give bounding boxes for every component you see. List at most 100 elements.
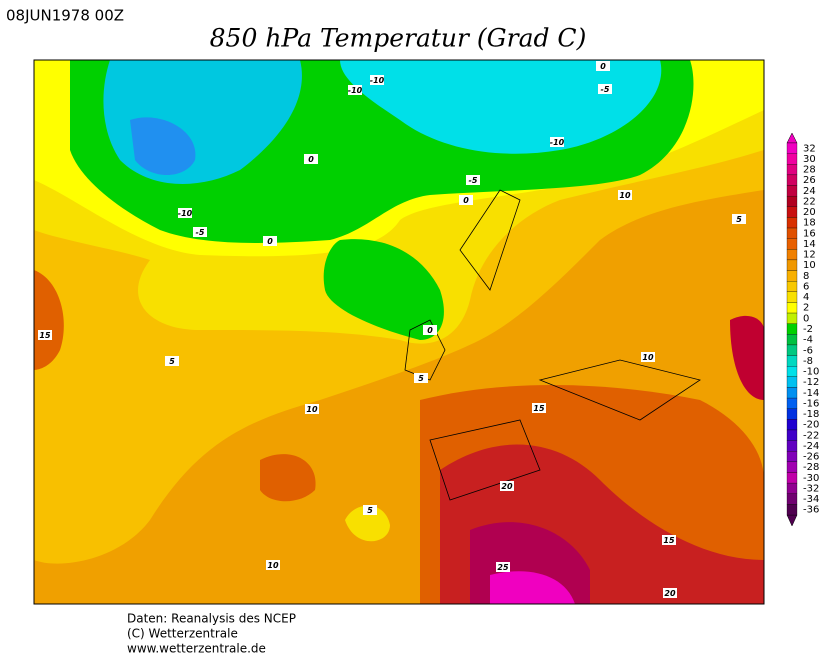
contour-label: 15: [663, 536, 675, 545]
colorbar-label: -24: [803, 441, 819, 452]
colorbar-swatch: [786, 206, 798, 218]
footer-line: (C) Wetterzentrale: [127, 627, 238, 641]
colorbar-swatch: [786, 142, 798, 154]
colorbar-label: 30: [803, 154, 816, 165]
contour-label: 15: [533, 404, 545, 413]
field-very-cold: [130, 117, 196, 175]
contour-label-bg: [165, 356, 179, 366]
contour-label-bg: [263, 236, 277, 246]
colorbar-label: 28: [803, 165, 816, 176]
colorbar-label: -36: [803, 505, 819, 516]
contour-label-bg: [732, 214, 746, 224]
colorbar-swatch: [786, 195, 798, 207]
colorbar-swatch: [786, 249, 798, 261]
colorbar-label: 22: [803, 196, 816, 207]
contour-label: -10: [178, 209, 193, 218]
colorbar-label: 26: [803, 175, 816, 186]
colorbar-swatch: [786, 376, 798, 388]
colorbar-label: -22: [803, 430, 819, 441]
field-hot-east: [730, 315, 764, 400]
colorbar-swatch: [786, 397, 798, 409]
colorbar-label: 8: [803, 271, 809, 282]
colorbar-swatch: [786, 270, 798, 282]
colorbar-label: -32: [803, 483, 819, 494]
contour-label-bg: [496, 562, 510, 572]
contour-label-bg: [550, 137, 564, 147]
contour-label: 5: [736, 215, 742, 224]
map-field: [34, 60, 764, 604]
contour-label-bg: [266, 560, 280, 570]
colorbar-label: -6: [803, 345, 813, 356]
colorbar-swatch: [786, 164, 798, 176]
colorbar-label: 0: [803, 313, 809, 324]
colorbar-swatch: [786, 291, 798, 303]
colorbar-label: -10: [803, 367, 819, 378]
contour-label-bg: [618, 190, 632, 200]
map-frame: [33, 59, 765, 605]
colorbar-label: -18: [803, 409, 819, 420]
contour-label-bg: [596, 61, 610, 71]
colorbar-label: 10: [803, 260, 816, 271]
contour-label-bg: [370, 75, 384, 85]
colorbar-label: 2: [803, 303, 809, 314]
colorbar-label: -8: [803, 356, 813, 367]
colorbar-swatch: [786, 408, 798, 420]
colorbar-swatch: [786, 504, 798, 516]
colorbar-label: -16: [803, 398, 819, 409]
colorbar-swatch: [786, 334, 798, 346]
colorbar-label: 14: [803, 239, 816, 250]
colorbar-swatch: [786, 344, 798, 356]
footer-line: www.wetterzentrale.de: [127, 642, 266, 656]
contour-label: 25: [497, 563, 509, 572]
colorbar-label: 20: [803, 207, 816, 218]
colorbar-label: 24: [803, 186, 816, 197]
contour-label-bg: [414, 373, 428, 383]
colorbar-label: -34: [803, 494, 819, 505]
colorbar-swatch: [786, 472, 798, 484]
colorbar-label: -2: [803, 324, 813, 335]
field-hot-west: [34, 270, 64, 370]
colorbar-label: 16: [803, 228, 816, 239]
colorbar-swatch: [786, 429, 798, 441]
contour-label-bg: [466, 175, 480, 185]
contour-label: 0: [308, 155, 314, 164]
contour-label: -5: [196, 228, 205, 237]
colorbar-swatch: [786, 493, 798, 505]
contour-label: 10: [642, 353, 654, 362]
contour-label: 0: [267, 237, 273, 246]
contour-label: 0: [463, 196, 469, 205]
colorbar-swatch: [786, 238, 798, 250]
field-hot-atlantic: [260, 454, 316, 502]
contour-label: 5: [367, 506, 373, 515]
colorbar-swatch: [786, 227, 798, 239]
contour-label-bg: [500, 481, 514, 491]
coastline: [404, 189, 701, 501]
contour-label-bg: [663, 588, 677, 598]
colorbar-swatch: [786, 482, 798, 494]
colorbar-swatch: [786, 387, 798, 399]
colorbar-label: 4: [803, 292, 809, 303]
contour-label: 10: [267, 561, 279, 570]
colorbar-label: -4: [803, 335, 813, 346]
contour-label-bg: [641, 352, 655, 362]
contour-label: 0: [600, 62, 606, 71]
contour-label-bg: [532, 403, 546, 413]
contour-label: 5: [418, 374, 424, 383]
colorbar-swatch: [786, 153, 798, 165]
field-freezing-e: [340, 60, 662, 154]
colorbar-swatch: [786, 451, 798, 463]
contour-label: 20: [501, 482, 513, 491]
colorbar-label: 6: [803, 281, 809, 292]
colorbar-swatch: [786, 312, 798, 324]
colorbar-swatch: [786, 217, 798, 229]
colorbar-swatch: [786, 174, 798, 186]
colorbar-swatch: [786, 323, 798, 335]
contour-label: 15: [39, 331, 51, 340]
contour-label-bg: [178, 208, 192, 218]
contour-label-bg: [598, 84, 612, 94]
colorbar-cap-bottom: [786, 514, 798, 527]
contour-label-bg: [193, 227, 207, 237]
contour-label-bg: [305, 404, 319, 414]
contour-label: -10: [550, 138, 565, 147]
